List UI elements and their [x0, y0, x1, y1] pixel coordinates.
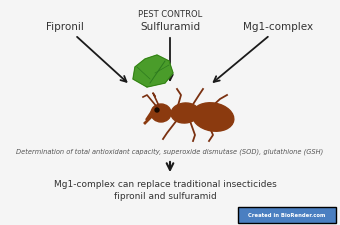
FancyBboxPatch shape — [238, 207, 336, 223]
Ellipse shape — [191, 112, 199, 119]
Ellipse shape — [171, 104, 199, 124]
Text: Determination of total antioxidant capacity, superoxide dismutase (SOD), glutath: Determination of total antioxidant capac… — [16, 147, 324, 154]
Ellipse shape — [200, 113, 206, 119]
Ellipse shape — [151, 105, 171, 122]
Text: Mg1-complex can replace traditional insecticides: Mg1-complex can replace traditional inse… — [54, 179, 276, 188]
Ellipse shape — [192, 103, 234, 132]
Text: Sulfluramid: Sulfluramid — [140, 22, 200, 32]
Text: Fipronil: Fipronil — [46, 22, 84, 32]
Text: PEST CONTROL: PEST CONTROL — [138, 10, 202, 19]
Text: Created in BioRender.com: Created in BioRender.com — [248, 213, 326, 218]
Text: Mg1-complex: Mg1-complex — [243, 22, 313, 32]
Ellipse shape — [155, 108, 159, 112]
Text: fipronil and sulfuramid: fipronil and sulfuramid — [114, 191, 216, 200]
Polygon shape — [133, 56, 173, 88]
